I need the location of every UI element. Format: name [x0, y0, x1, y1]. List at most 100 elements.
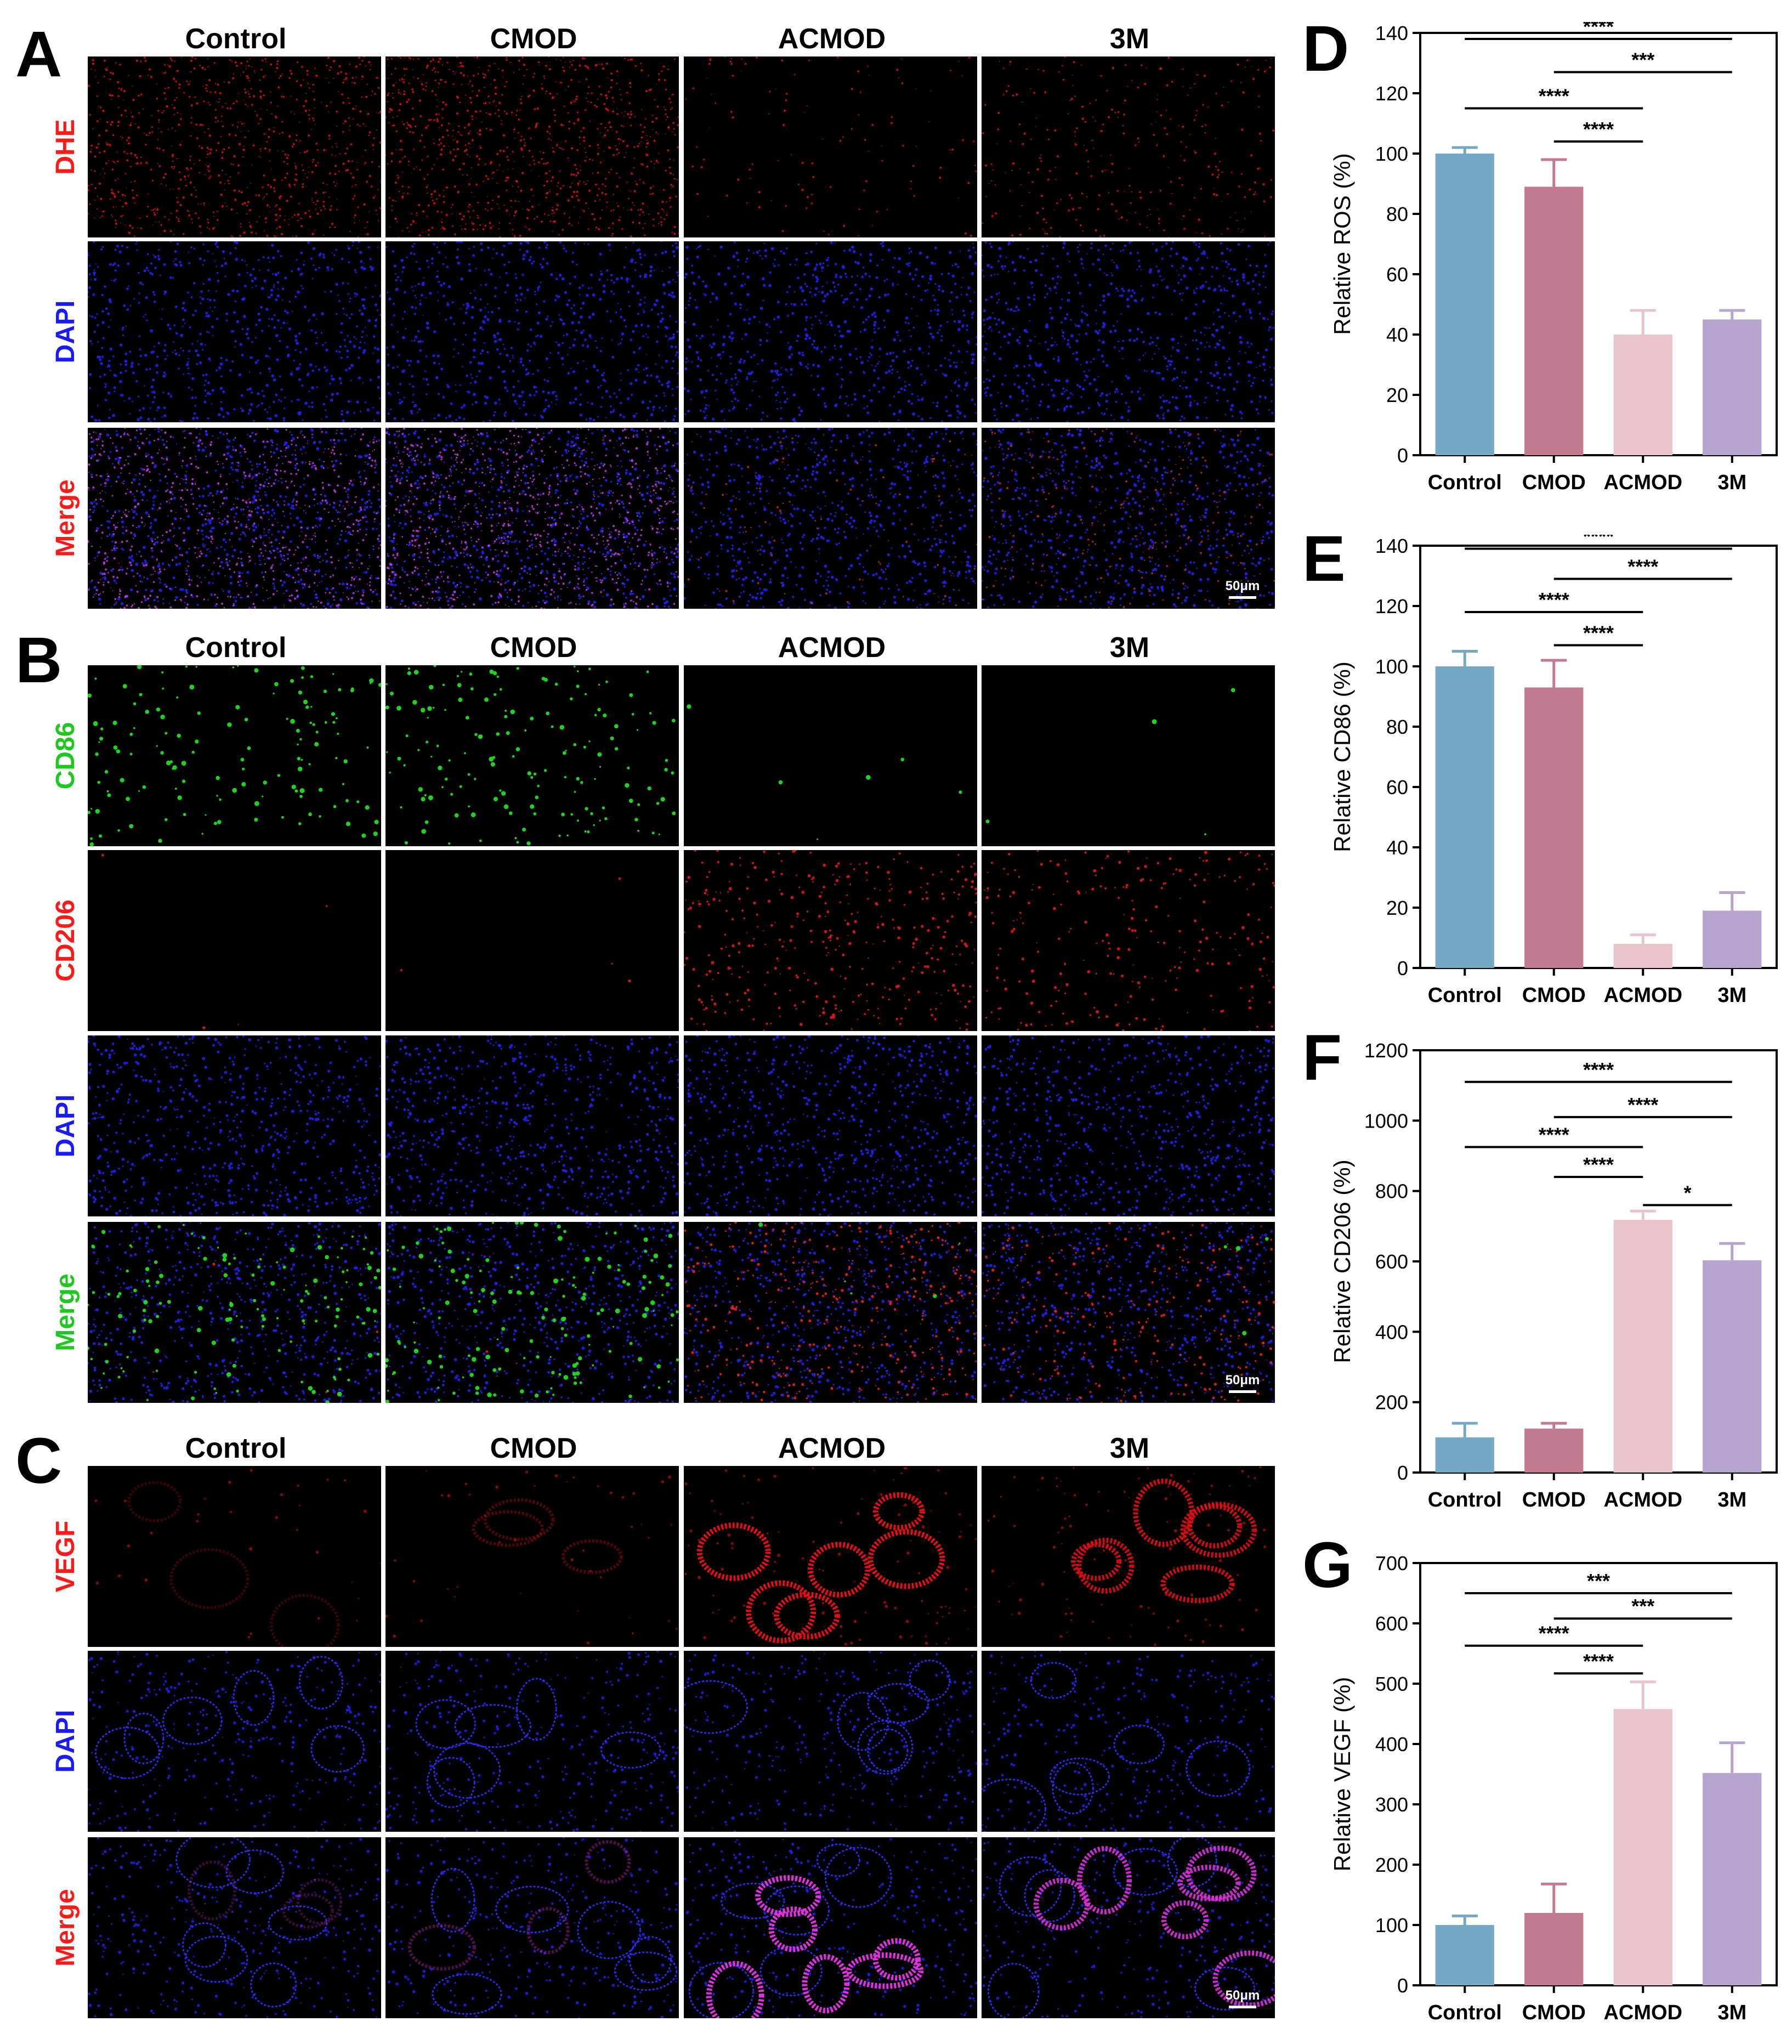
plot-frame-e: [1419, 545, 1778, 969]
y-axis-label-e: Relative CD86 (%): [1329, 661, 1355, 852]
y-tick-label-d-3: 60: [1386, 263, 1408, 286]
chart-g-relative-vegf: 0 100 200 300 400 500 600 700 Relative VEGF (%) C…: [1329, 1552, 1778, 2024]
x-tick-label-e-acmod: ACMOD: [1603, 984, 1682, 1007]
scale-bar-b: 50μm: [1218, 1374, 1267, 1393]
plot-frame-d: [1419, 32, 1778, 456]
column-label-c-0: Control: [88, 1434, 384, 1463]
y-tick-label-d-0: 0: [1397, 444, 1408, 467]
micrograph-b-dapi-control: [88, 1035, 381, 1216]
panel-letter-e: E: [1302, 526, 1346, 591]
y-tick-label-f-2: 400: [1375, 1321, 1408, 1343]
y-tick-label-e-0: 0: [1397, 957, 1408, 979]
column-label-b-1: CMOD: [385, 633, 682, 662]
significance-label-d-1: ***: [1631, 49, 1654, 71]
y-tick-label-e-1: 20: [1386, 897, 1408, 919]
y-axis-label-d: Relative ROS (%): [1329, 153, 1355, 335]
panel-letter-a: A: [15, 22, 62, 87]
bar-d-cmod: [1524, 186, 1584, 455]
x-tick-label-g-cmod: CMOD: [1522, 2001, 1586, 2024]
micrograph-a-dapi-acmod: [684, 241, 977, 422]
significance-label-e-2: ****: [1539, 588, 1569, 611]
x-tick-label-e-control: Control: [1428, 984, 1502, 1007]
x-tick-label-d-3m: 3M: [1717, 471, 1746, 494]
micrograph-c-dapi_c-acmod: [684, 1651, 977, 1832]
y-tick-label-f-3: 600: [1375, 1250, 1408, 1273]
scale-bar-label: 50μm: [1218, 1374, 1267, 1387]
bar-e-3m: [1703, 910, 1762, 968]
x-tick-label-g-control: Control: [1428, 2001, 1502, 2024]
y-tick-label-f-6: 1200: [1364, 1039, 1408, 1062]
bar-f-3m: [1703, 1260, 1762, 1473]
row-label-b-cd86: CD86: [49, 665, 82, 846]
significance-label-d-2: ****: [1539, 85, 1569, 107]
y-tick-label-d-5: 100: [1375, 143, 1408, 165]
y-tick-label-g-4: 400: [1375, 1733, 1408, 1756]
micrograph-b-merge_b-acmod: [684, 1222, 977, 1403]
x-tick-label-f-cmod: CMOD: [1522, 1488, 1586, 1511]
micrograph-a-merge_dhe-3m: 50μm: [982, 428, 1275, 609]
x-tick-label-g-acmod: ACMOD: [1603, 2001, 1682, 2024]
row-label-a-dapi: DAPI: [49, 241, 82, 422]
significance-label-g-0: ***: [1587, 1570, 1610, 1592]
bar-f-control: [1435, 1437, 1494, 1473]
y-axis-label-f: Relative CD206 (%): [1329, 1159, 1355, 1363]
micrograph-c-dapi_c-3m: [982, 1651, 1275, 1832]
scale-bar-c: 50μm: [1218, 1989, 1267, 2008]
micrograph-c-merge_c-3m: 50μm: [982, 1837, 1275, 2018]
bar-g-acmod: [1613, 1709, 1672, 1985]
micrograph-a-dapi-3m: [982, 241, 1275, 422]
panel-letter-c: C: [15, 1429, 62, 1493]
significance-label-f-2: ****: [1539, 1123, 1569, 1146]
micrograph-b-merge_b-3m: 50μm: [982, 1222, 1275, 1403]
micrograph-b-cd86-control: [88, 665, 381, 846]
significance-label-f-4: *: [1683, 1181, 1691, 1204]
significance-label-g-3: ****: [1583, 1650, 1614, 1672]
micrograph-b-cd206-cmod: [385, 850, 679, 1031]
significance-label-f-1: ****: [1627, 1094, 1658, 1116]
micrograph-b-merge_b-cmod: [385, 1222, 679, 1403]
micrograph-b-cd86-cmod: [385, 665, 679, 846]
y-tick-label-f-4: 800: [1375, 1180, 1408, 1203]
x-tick-label-f-control: Control: [1428, 1488, 1502, 1511]
micrograph-b-dapi-acmod: [684, 1035, 977, 1216]
bar-g-cmod: [1524, 1913, 1584, 1985]
y-tick-label-d-7: 140: [1375, 22, 1408, 44]
column-label-c-1: CMOD: [385, 1434, 682, 1463]
micrograph-a-dhe-control: [88, 56, 381, 237]
y-tick-label-e-2: 40: [1386, 836, 1408, 859]
significance-label-e-0: ****: [1583, 535, 1614, 548]
micrograph-c-dapi_c-control: [88, 1651, 381, 1832]
bar-f-acmod: [1613, 1220, 1672, 1473]
bar-g-3m: [1703, 1773, 1762, 1985]
chart-f-relative-cd206: 0 200 400 600 800 1000 1200 Relative CD206 (%) C…: [1329, 1039, 1778, 1511]
column-label-a-2: ACMOD: [684, 25, 980, 53]
significance-label-g-1: ***: [1631, 1595, 1654, 1617]
y-tick-label-e-3: 60: [1386, 776, 1408, 799]
y-tick-label-g-0: 0: [1397, 1974, 1408, 1997]
micrograph-c-merge_c-control: [88, 1837, 381, 2018]
micrograph-c-vegf-3m: [982, 1466, 1275, 1647]
row-label-c-merge: Merge: [49, 1837, 82, 2018]
y-tick-label-f-5: 1000: [1364, 1109, 1408, 1132]
row-label-b-merge: Merge: [49, 1222, 82, 1403]
scale-bar-a: 50μm: [1218, 580, 1267, 599]
row-label-c-dapi: DAPI: [49, 1651, 82, 1832]
x-tick-label-d-cmod: CMOD: [1522, 471, 1586, 494]
micrograph-b-dapi-3m: [982, 1035, 1275, 1216]
panel-letter-f: F: [1302, 1026, 1342, 1090]
micrograph-b-cd86-acmod: [684, 665, 977, 846]
micrograph-a-dapi-control: [88, 241, 381, 422]
scale-bar-line: [1229, 1390, 1256, 1393]
column-label-a-3: 3M: [982, 25, 1278, 53]
row-label-b-dapi: DAPI: [49, 1035, 82, 1216]
micrograph-a-merge_dhe-control: [88, 428, 381, 609]
micrograph-c-vegf-control: [88, 1466, 381, 1647]
micrograph-c-dapi_c-cmod: [385, 1651, 679, 1832]
micrograph-a-dhe-3m: [982, 56, 1275, 237]
x-tick-label-g-3m: 3M: [1717, 2001, 1746, 2024]
micrograph-b-cd206-acmod: [684, 850, 977, 1031]
micrograph-b-cd206-control: [88, 850, 381, 1031]
panel-letter-d: D: [1302, 16, 1349, 81]
bar-d-3m: [1703, 319, 1762, 455]
y-tick-label-g-6: 600: [1375, 1612, 1408, 1635]
